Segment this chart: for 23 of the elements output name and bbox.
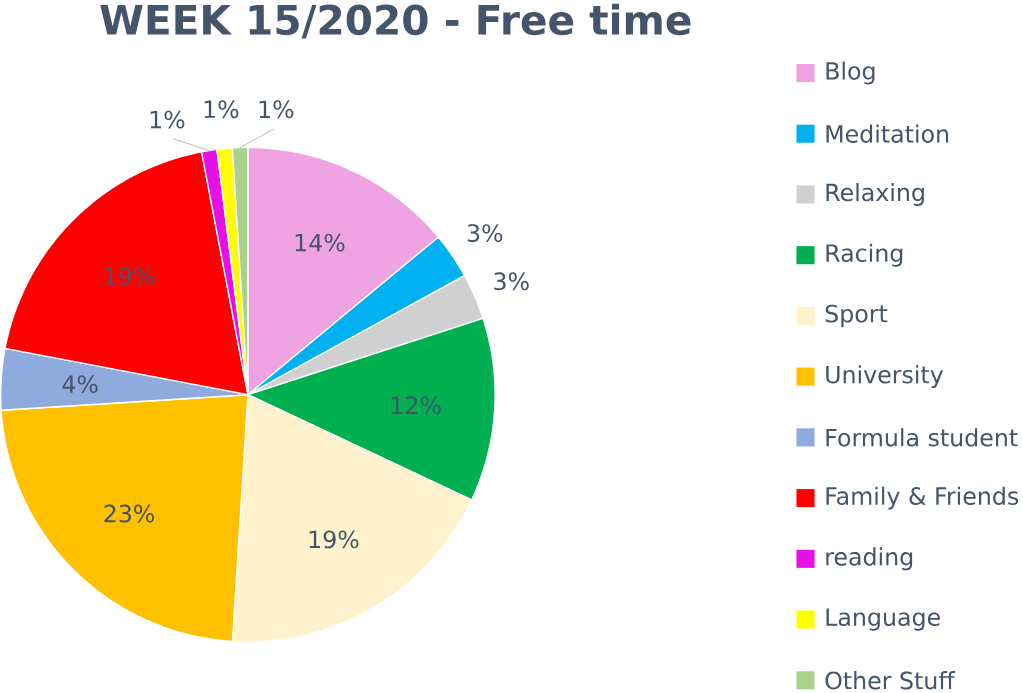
legend-label: Sport [825, 304, 888, 328]
legend-label: Meditation [826, 124, 949, 143]
data-label: 3% [467, 224, 503, 242]
data-label: 14% [295, 233, 345, 252]
legend-label: Relaxing [826, 182, 924, 206]
legend-label: reading [826, 547, 913, 571]
data-label: 1% [259, 100, 294, 119]
data-label: 3% [494, 272, 529, 291]
legend-label: Formula student [826, 428, 1018, 447]
data-label: 19% [309, 530, 359, 549]
legend-label: Language [826, 608, 940, 631]
data-label: 1% [204, 100, 239, 119]
legend-label: Racing [826, 243, 903, 267]
legend-label: Family & Friends [826, 486, 1019, 510]
data-label: 12% [391, 396, 441, 415]
legend-label: Other Stuff [825, 671, 956, 690]
data-label: 1% [150, 110, 185, 129]
data-label: 23% [104, 504, 155, 523]
chart-title: WEEK 15/2020 - Free time [100, 3, 691, 39]
data-label: 4% [62, 375, 98, 393]
legend-label: University [826, 365, 944, 389]
data-label: 19% [105, 266, 155, 285]
legend-label: Blog [826, 61, 875, 85]
